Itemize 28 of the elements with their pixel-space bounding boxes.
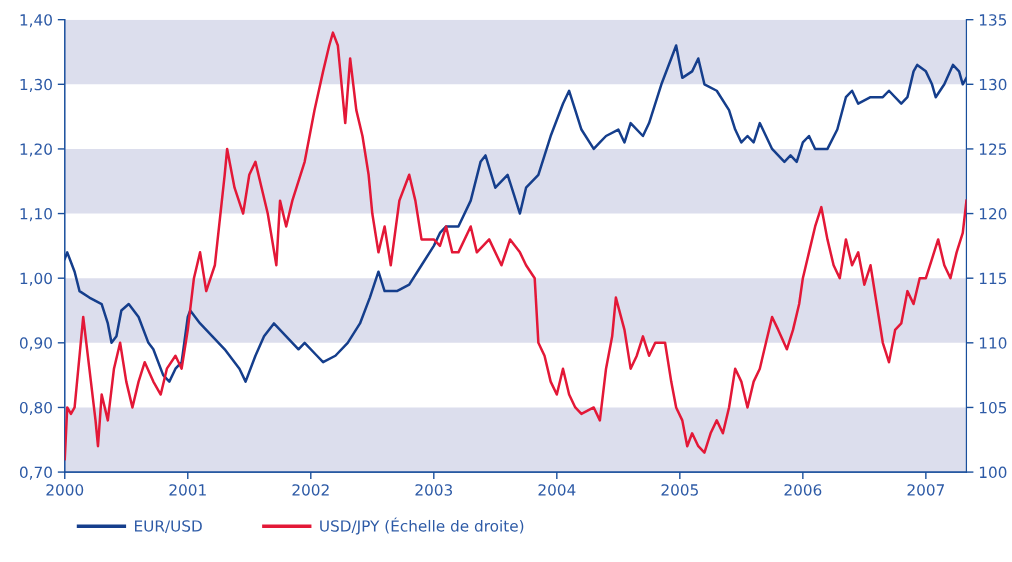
y2-tick-label: 110 — [979, 337, 1007, 349]
x-tick-label: 2005 — [661, 484, 698, 496]
y-tick-label: 1,40 — [20, 14, 52, 28]
y2-tick-label: 135 — [979, 14, 1007, 26]
x-tick-label: 2006 — [784, 484, 822, 496]
y2-tick-label: 100 — [979, 466, 1007, 479]
y-tick-label: 1,00 — [20, 272, 52, 286]
legend-label: USD/JPY (Échelle de droite) — [320, 517, 524, 535]
x-tick-label: 2000 — [46, 484, 84, 496]
line-series — [64, 31, 967, 461]
y2-tick-label: 120 — [979, 208, 1007, 220]
legend-label: EUR/USD — [135, 520, 202, 533]
x-tick-label: 2007 — [907, 484, 944, 496]
y2-tick-label: 125 — [979, 143, 1007, 155]
y-tick-label: 1,20 — [20, 143, 52, 157]
x-tick-label: 2003 — [415, 484, 453, 496]
y2-tick-label: 115 — [979, 272, 1007, 285]
y2-tick-label: 130 — [979, 78, 1007, 91]
line-series — [64, 44, 967, 383]
y-tick-label: 0,80 — [19, 401, 52, 416]
y-tick-label: 1,10 — [20, 208, 52, 222]
x-tick-label: 2001 — [169, 484, 206, 496]
x-tick-label: 2004 — [538, 484, 576, 496]
y-tick-label: 0,70 — [19, 466, 52, 480]
y-tick-label: 0,90 — [19, 337, 52, 351]
y2-tick-label: 105 — [979, 401, 1007, 414]
y-tick-label: 1,30 — [20, 78, 52, 92]
x-tick-label: 2002 — [292, 484, 329, 496]
